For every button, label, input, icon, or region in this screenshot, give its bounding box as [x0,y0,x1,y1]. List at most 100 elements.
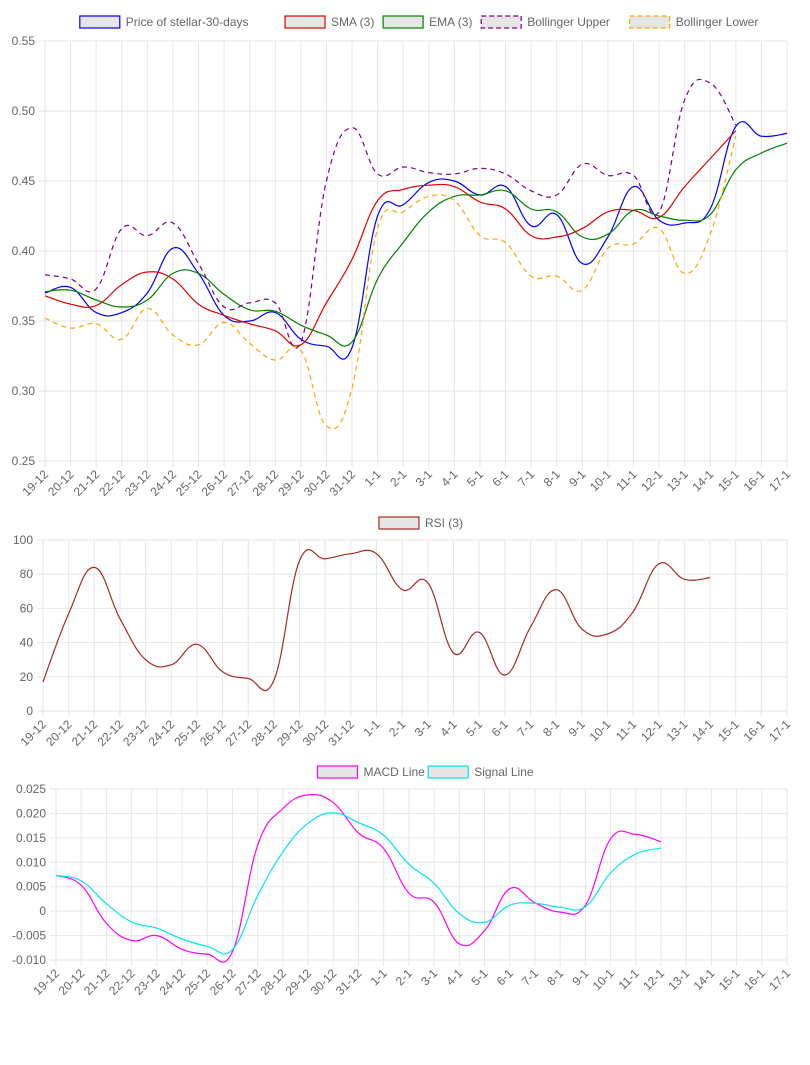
y-tick-label: 0 [39,904,46,918]
legend-label: Signal Line [474,765,534,779]
x-tick-label: 9-1 [566,467,588,489]
x-tick-label: 29-12 [283,966,315,998]
x-tick-label: 27-12 [232,966,264,998]
x-tick-label: 9-1 [569,966,591,988]
legend-swatch [379,517,419,529]
x-tick-label: 3-1 [413,467,435,489]
x-tick-label: 31-12 [333,966,365,998]
x-tick-label: 2-1 [386,717,408,739]
legend-item[interactable]: SMA (3) [285,15,374,29]
legend-swatch [383,16,423,28]
chart-2: 02040608010019-1220-1221-1222-1223-1224-… [13,516,793,749]
legend-item[interactable]: Bollinger Upper [481,15,610,29]
x-tick-label: 17-1 [766,966,793,993]
x-tick-label: 15-1 [716,966,743,993]
x-tick-label: 8-1 [540,717,562,739]
x-tick-label: 24-12 [157,966,189,998]
x-tick-label: 29-12 [274,717,306,749]
x-tick-label: 15-1 [715,717,742,744]
series-line [45,122,787,360]
x-tick-label: 23-12 [131,966,163,998]
x-tick-label: 26-12 [207,966,239,998]
x-tick-label: 19-12 [31,966,63,998]
series-line [45,79,736,348]
x-tick-label: 29-12 [275,467,307,499]
y-tick-label: 80 [20,567,34,581]
x-tick-label: 6-1 [490,467,512,489]
x-tick-label: 12-1 [638,467,665,494]
x-tick-label: 14-1 [691,966,718,993]
x-tick-label: 16-1 [741,717,768,744]
x-tick-label: 10-1 [590,966,617,993]
x-tick-label: 3-1 [418,966,440,988]
x-tick-label: 25-12 [171,717,203,749]
x-tick-label: 2-1 [393,966,415,988]
x-tick-label: 27-12 [223,717,255,749]
x-tick-label: 28-12 [257,966,289,998]
legend-item[interactable]: Price of stellar-30-days [80,15,249,29]
legend: RSI (3) [379,516,463,530]
x-tick-label: 28-12 [250,467,282,499]
grid [50,789,787,966]
series-3 [45,143,787,346]
x-tick-label: 10-1 [587,467,614,494]
x-tick-label: 27-12 [224,467,256,499]
legend-item[interactable]: MACD Line [318,765,426,779]
x-tick-label: 16-1 [741,467,768,494]
y-tick-label: 0.005 [16,880,46,894]
y-tick-label: 0.30 [12,384,36,398]
grid [37,540,787,717]
x-tick-label: 17-1 [766,467,793,494]
y-tick-label: 60 [20,601,34,615]
y-tick-label: 0.35 [12,314,36,328]
x-tick-label: 24-12 [147,467,179,499]
legend: MACD Line Signal Line [318,765,534,779]
x-tick-label: 10-1 [587,717,614,744]
x-tick-label: 8-1 [544,966,566,988]
y-tick-label: 0.020 [16,806,46,820]
x-tick-label: 5-1 [468,966,490,988]
y-tick-label: 40 [20,636,34,650]
x-tick-label: 31-12 [327,467,359,499]
x-tick-label: 13-1 [664,467,691,494]
legend-item[interactable]: Signal Line [428,765,534,779]
series-5 [45,136,736,429]
x-tick-label: 31-12 [325,717,357,749]
legend-swatch [630,16,670,28]
legend-item[interactable]: Bollinger Lower [630,15,759,29]
chart-1: 0.250.300.350.400.450.500.5519-1220-1221… [12,15,794,499]
legend-item[interactable]: RSI (3) [379,516,463,530]
legend-label: Price of stellar-30-days [126,15,249,29]
x-tick-label: 21-12 [71,467,103,499]
x-tick-label: 24-12 [146,717,178,749]
x-tick-label: 9-1 [566,717,588,739]
x-tick-label: 21-12 [81,966,113,998]
x-tick-label: 14-1 [689,467,716,494]
x-tick-label: 22-12 [96,467,128,499]
x-tick-label: 3-1 [412,717,434,739]
legend-label: EMA (3) [429,15,472,29]
y-tick-label: -0.005 [12,929,46,943]
x-tick-label: 6-1 [489,717,511,739]
y-tick-label: 0.45 [12,174,36,188]
legend: Price of stellar-30-days SMA (3) EMA (3) Bo… [80,15,759,29]
x-tick-label: 22-12 [106,966,138,998]
y-tick-label: 0.55 [12,34,36,48]
legend-swatch [80,16,120,28]
x-tick-label: 7-1 [515,467,537,489]
x-tick-label: 30-12 [300,717,332,749]
y-tick-label: 0.010 [16,855,46,869]
legend-item[interactable]: EMA (3) [383,15,472,29]
x-tick-label: 22-12 [94,717,126,749]
y-tick-label: 0.25 [12,454,36,468]
legend-label: Bollinger Lower [676,15,759,29]
series-line [45,143,787,346]
y-tick-label: 0.40 [12,244,36,258]
x-tick-label: 1-1 [360,717,382,739]
x-tick-label: 28-12 [248,717,280,749]
x-tick-label: 6-1 [494,966,516,988]
x-tick-label: 1-1 [368,966,390,988]
series-line [45,131,736,346]
x-tick-label: 25-12 [173,467,205,499]
